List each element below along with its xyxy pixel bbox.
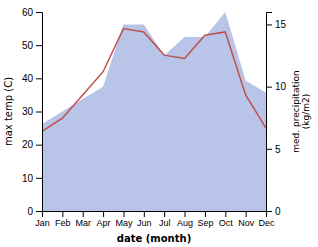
tick: Oct bbox=[219, 211, 234, 228]
tick-label: 0 bbox=[27, 206, 33, 217]
tick: Jun bbox=[137, 211, 152, 228]
tick-mark bbox=[266, 211, 272, 212]
tick-mark bbox=[36, 45, 42, 46]
y-axis: 0 10 20 30 40 50 60 bbox=[22, 7, 43, 217]
tick-label: 0 bbox=[275, 206, 281, 217]
tick-label: 30 bbox=[22, 106, 34, 117]
tick: Aug bbox=[177, 211, 193, 228]
tick-mark bbox=[246, 211, 247, 217]
tick-mark bbox=[83, 211, 84, 217]
tick-label: Sep bbox=[197, 218, 213, 228]
tick-mark bbox=[144, 211, 145, 217]
tick: Jul bbox=[159, 211, 171, 228]
x-axis: Jan Feb Mar Apr May Jun Jul Aug Sep Oct NovDec bbox=[35, 211, 275, 228]
tick-label: Apr bbox=[97, 218, 111, 228]
y2-axis-title: med. precipitation(kg/m2) bbox=[291, 70, 311, 152]
tick: 50 bbox=[22, 40, 42, 51]
tick-label: 15 bbox=[275, 19, 287, 30]
tick-mark bbox=[164, 211, 165, 217]
tick-mark bbox=[36, 211, 42, 212]
tick: Feb bbox=[55, 211, 71, 228]
tick: Sep bbox=[197, 211, 213, 228]
axis-domain bbox=[36, 13, 43, 212]
y-axis-title: max temp (C) bbox=[3, 77, 14, 146]
tick-mark bbox=[36, 178, 42, 179]
x-axis-title: date (month) bbox=[117, 233, 191, 244]
axis-domain bbox=[43, 212, 267, 218]
y2-axis-title-line: (kg/m2) bbox=[301, 94, 311, 129]
tick-label: Nov bbox=[238, 218, 255, 228]
tick-label: Feb bbox=[55, 218, 71, 228]
tick: Apr bbox=[97, 211, 111, 228]
tick-label: 60 bbox=[22, 7, 34, 18]
tick: 40 bbox=[22, 73, 42, 84]
tick-label: Jun bbox=[137, 218, 152, 228]
tick: 10 bbox=[266, 81, 287, 92]
tick: 30 bbox=[22, 106, 42, 117]
y2-axis: 0 5 10 15 bbox=[266, 13, 287, 217]
chart: JanFebMarAprMayJunJulAugSepOctNovDec0102… bbox=[0, 0, 318, 247]
tick-mark bbox=[123, 211, 124, 217]
tick-mark bbox=[62, 211, 63, 217]
tick: 5 bbox=[266, 144, 281, 155]
tick: 60 bbox=[22, 7, 42, 18]
tick-label: 10 bbox=[275, 81, 287, 92]
tick-label: 40 bbox=[22, 73, 34, 84]
tick-label: Jul bbox=[159, 218, 171, 228]
tick: 10 bbox=[22, 173, 42, 184]
plot: JanFebMarAprMayJunJulAugSepOctNovDec0102… bbox=[3, 7, 311, 244]
tick-mark bbox=[36, 145, 42, 146]
tick: May bbox=[115, 211, 133, 228]
tick: 20 bbox=[22, 139, 42, 150]
precipitation-area bbox=[42, 12, 266, 211]
tick-label: 50 bbox=[22, 40, 34, 51]
tick: Nov bbox=[238, 211, 255, 228]
temperature-line bbox=[42, 29, 266, 132]
tick-label: May bbox=[115, 218, 133, 228]
y2-axis-title-line: med. precipitation bbox=[291, 70, 301, 152]
tick-mark bbox=[205, 211, 206, 217]
tick-mark bbox=[36, 112, 42, 113]
tick-mark bbox=[36, 78, 42, 79]
tick-mark bbox=[266, 24, 272, 25]
axis-domain bbox=[267, 13, 273, 212]
tick-mark bbox=[103, 211, 104, 217]
tick-label: Jan bbox=[35, 218, 50, 228]
tick-label: Mar bbox=[75, 218, 91, 228]
tick: Jan bbox=[35, 211, 50, 228]
marks bbox=[42, 12, 266, 211]
tick-label: 10 bbox=[22, 173, 34, 184]
tick-label: Dec bbox=[258, 218, 275, 228]
tick-label: Aug bbox=[177, 218, 193, 228]
tick-label: 5 bbox=[275, 144, 281, 155]
tick-label: 20 bbox=[22, 139, 34, 150]
tick-mark bbox=[225, 211, 226, 217]
tick-mark bbox=[36, 12, 42, 13]
tick: 0 bbox=[27, 206, 42, 217]
tick-mark bbox=[266, 149, 272, 150]
tick: Mar bbox=[75, 211, 91, 228]
tick-mark bbox=[185, 211, 186, 217]
tick-label: Oct bbox=[219, 218, 234, 228]
tick: 15 bbox=[266, 19, 287, 30]
tick: Dec bbox=[258, 211, 275, 228]
tick: 0 bbox=[266, 206, 281, 217]
tick-mark bbox=[266, 87, 272, 88]
